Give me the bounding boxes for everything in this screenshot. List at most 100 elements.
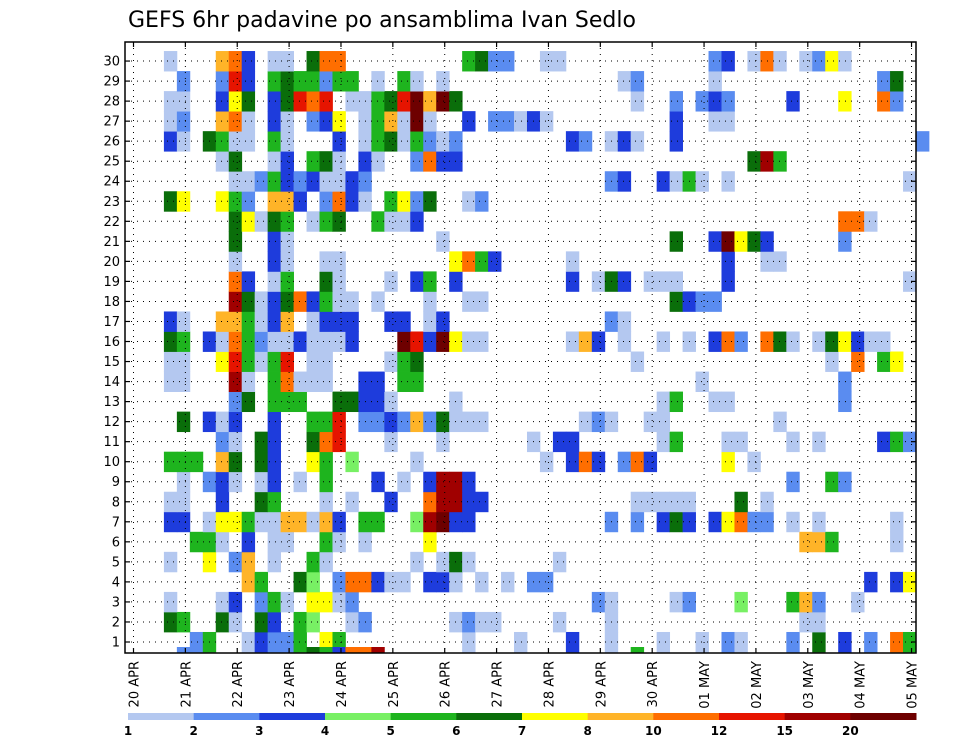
heat-cell [319, 271, 333, 292]
heat-cell [319, 291, 333, 312]
heat-cell [747, 231, 761, 252]
y-tick-label: 20 [103, 255, 120, 270]
heat-cell [423, 151, 437, 172]
heat-cell [578, 411, 593, 433]
heat-cell [306, 611, 320, 633]
heat-cell [215, 111, 230, 132]
legend-swatch [850, 713, 917, 720]
heat-cell [721, 51, 735, 72]
heat-cell [656, 391, 671, 413]
heat-cell [371, 371, 385, 392]
y-tick-label: 19 [103, 275, 120, 290]
heat-cell [890, 571, 904, 593]
heat-cell [475, 611, 489, 633]
heat-cell [163, 111, 178, 132]
heat-cell [617, 331, 632, 352]
heat-cell [436, 231, 450, 252]
heat-cell [397, 211, 411, 232]
heat-cell [436, 431, 450, 453]
heat-cell [267, 111, 282, 132]
heat-cell [267, 351, 282, 372]
heat-cell [734, 331, 748, 352]
heat-cell [228, 471, 243, 493]
heat-cell [747, 451, 761, 473]
chart-title: GEFS 6hr padavine po ansamblima Ivan Sed… [128, 8, 636, 33]
heat-cell [656, 171, 671, 192]
heat-cell [838, 471, 852, 493]
heat-cell [410, 451, 424, 473]
heat-cell [267, 451, 282, 473]
x-tick-label: 05 MAY [906, 661, 921, 709]
heat-cell [708, 71, 722, 92]
heat-cell [293, 511, 307, 533]
heat-cell [410, 271, 424, 292]
heat-cell [332, 271, 346, 292]
heat-cell [656, 511, 671, 533]
legend-swatch [784, 713, 851, 720]
heat-cell [656, 491, 671, 513]
heat-cell [267, 251, 282, 272]
legend-swatch [390, 713, 457, 720]
heat-cell [254, 431, 269, 453]
heat-cell [267, 411, 282, 433]
heat-cell [397, 411, 411, 433]
heat-cell [254, 171, 269, 192]
heat-cell [163, 551, 178, 573]
heat-cell [423, 411, 437, 433]
heat-cell [825, 51, 839, 72]
heat-cell [436, 151, 450, 172]
heat-cell [669, 231, 683, 252]
heat-cell [890, 531, 904, 553]
heat-cell [799, 531, 813, 553]
heat-cell [345, 491, 359, 513]
heat-cell [215, 311, 230, 332]
heat-cell [215, 431, 230, 453]
y-tick-label: 10 [103, 455, 120, 470]
heat-cell [254, 351, 269, 372]
heat-cell [215, 511, 230, 533]
heat-cell [384, 271, 398, 292]
heat-cell [293, 171, 307, 192]
heat-cell [267, 491, 282, 513]
heat-cell [812, 591, 826, 613]
heat-cell [267, 591, 282, 613]
heat-cell [838, 91, 852, 112]
heat-cell [565, 431, 580, 453]
heat-cell [812, 511, 826, 533]
heat-cell [254, 311, 269, 332]
heat-cell [176, 351, 191, 372]
heat-cell [436, 471, 450, 493]
heat-cell [643, 271, 658, 292]
heat-cell [669, 291, 683, 312]
heat-cell [656, 411, 671, 433]
heat-cell [228, 551, 243, 573]
heat-cell [267, 511, 282, 533]
heat-cell [462, 291, 476, 312]
heat-cell [215, 151, 230, 172]
heat-cell [306, 91, 320, 112]
heat-cell [384, 131, 398, 152]
heat-cell [877, 91, 891, 112]
heat-cell [241, 391, 256, 413]
heat-cell [332, 431, 346, 453]
heat-cell [306, 551, 320, 573]
heat-cell [397, 131, 411, 152]
heat-cell [319, 331, 333, 352]
heat-cell [734, 231, 748, 252]
x-tick-label: 25 APR [387, 661, 402, 707]
heat-cell [267, 51, 282, 72]
legend-label: 8 [583, 724, 591, 738]
heat-cell [436, 411, 450, 433]
heat-cell [617, 271, 632, 292]
heat-cell [267, 611, 282, 633]
heat-cell [475, 191, 489, 212]
heat-cell [708, 291, 722, 312]
heat-cell [630, 491, 645, 513]
heat-cell [163, 91, 178, 112]
y-tick-label: 28 [103, 95, 120, 110]
x-axis: 20 APR 21 APR 22 APR 23 APR 24 APR 25 APR 26 A… [128, 42, 921, 709]
heat-cell [319, 411, 333, 433]
y-tick-label: 12 [103, 415, 120, 430]
heat-cell [747, 51, 761, 72]
heat-cell [267, 231, 282, 252]
